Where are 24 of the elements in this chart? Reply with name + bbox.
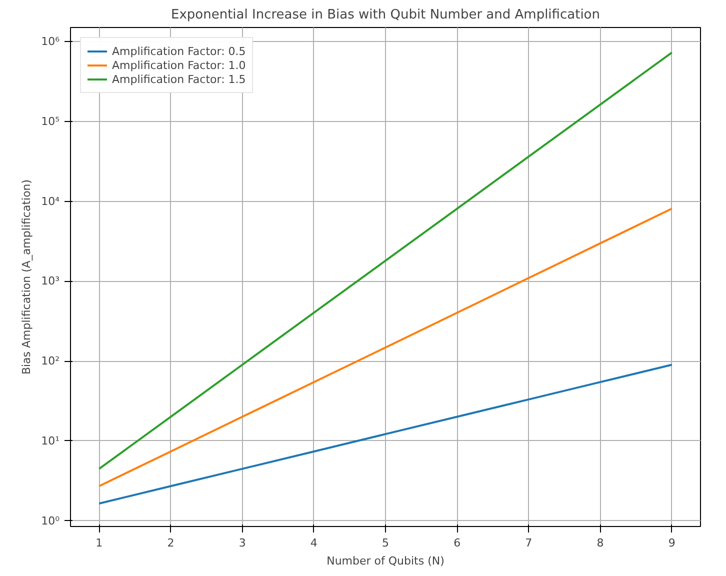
- y-tick-label: 10⁶: [41, 35, 60, 48]
- x-tick-label: 8: [596, 536, 604, 550]
- line-series: [98, 364, 673, 504]
- legend-label: Amplification Factor: 1.0: [112, 58, 246, 72]
- y-tick-label: 10¹: [41, 434, 60, 448]
- x-tick-label: 5: [382, 536, 389, 550]
- x-tick-label: 4: [310, 536, 318, 550]
- x-tick-label: 6: [454, 536, 461, 550]
- y-tick-label: 10⁴: [41, 194, 60, 208]
- line-series: [98, 208, 673, 488]
- y-tick-label: 10⁰: [41, 514, 60, 528]
- y-tick-label: 10⁵: [41, 114, 60, 128]
- x-tick-label: 9: [668, 536, 676, 550]
- legend-label: Amplification Factor: 0.5: [112, 44, 246, 58]
- y-tick-label: 10³: [41, 274, 60, 288]
- chart-title: Exponential Increase in Bias with Qubit Number and Amplification: [171, 8, 600, 22]
- y-axis-title: Bias Amplification (A_amplification): [20, 179, 34, 375]
- y-tick-label: 10²: [41, 354, 60, 368]
- x-tick-label: 1: [96, 536, 103, 550]
- x-tick-label: 7: [525, 536, 532, 550]
- x-axis-title: Number of Qubits (N): [326, 554, 444, 568]
- x-tick-label: 3: [238, 536, 246, 550]
- x-tick-label: 2: [167, 536, 174, 550]
- legend-label: Amplification Factor: 1.5: [112, 72, 246, 86]
